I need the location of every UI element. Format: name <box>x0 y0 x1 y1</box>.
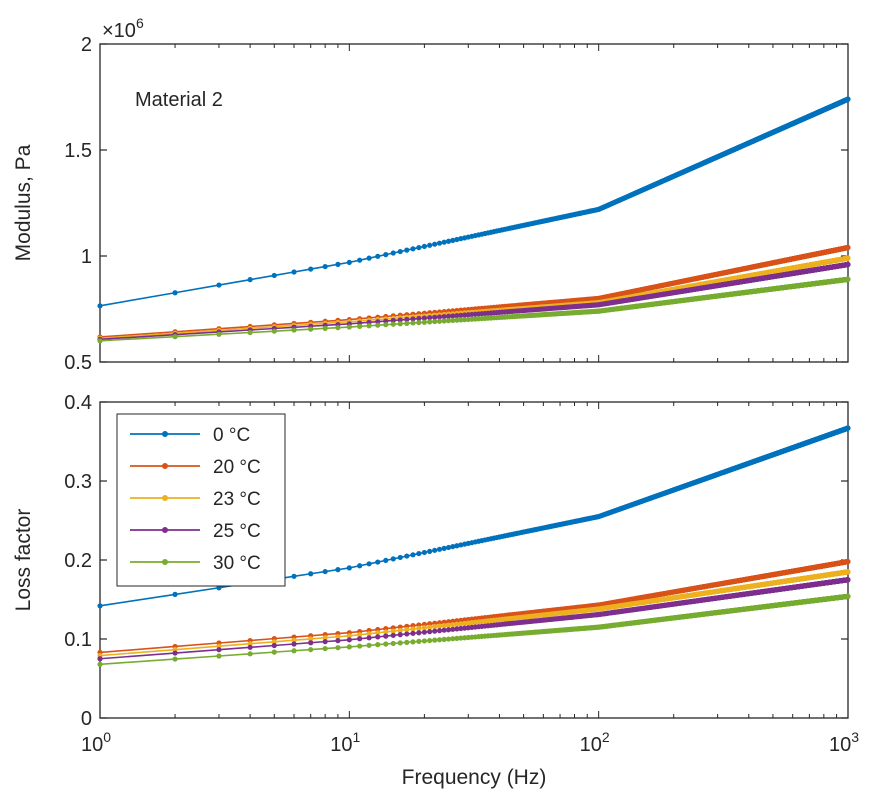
top-data-point <box>271 328 277 334</box>
top-data-point <box>410 320 416 326</box>
top-data-point <box>308 326 314 332</box>
top-data-point <box>308 266 314 272</box>
top-panel: 0.511.52 ×106 Material 2 Modulus, Pa <box>12 15 851 374</box>
top-data-point <box>247 277 253 283</box>
top-data-point <box>432 318 438 325</box>
top-data-point <box>404 247 410 253</box>
top-data-point <box>322 325 328 331</box>
top-data-point <box>436 240 443 246</box>
top-data-point <box>216 331 222 337</box>
top-y-tick-label: 1.5 <box>64 140 92 162</box>
top-data-point <box>441 239 447 245</box>
top-data-point <box>271 272 277 279</box>
top-data-point <box>172 290 178 296</box>
top-data-point <box>845 244 851 251</box>
top-data-point <box>454 236 460 243</box>
top-data-point <box>845 255 851 261</box>
top-data-point <box>427 242 433 248</box>
top-data-point <box>397 321 403 327</box>
top-data-point <box>445 238 452 244</box>
top-data-point <box>404 320 410 326</box>
top-data-point <box>375 322 381 328</box>
top-data-point <box>421 243 427 250</box>
top-data-point <box>390 250 396 256</box>
top-data-point <box>845 96 851 102</box>
top-data-point <box>845 261 851 268</box>
top-data-point <box>366 323 372 329</box>
top-x-ticks <box>99 44 838 362</box>
top-data-point <box>357 257 363 263</box>
top-data-point <box>247 329 253 336</box>
top-data-point <box>450 237 456 243</box>
top-data-point <box>421 319 427 325</box>
top-data-point <box>366 255 372 261</box>
top-data-point <box>346 259 352 265</box>
top-data-point <box>436 318 443 324</box>
top-y-ticks: 0.5 1 1.5 2 <box>64 34 848 374</box>
top-data-point <box>346 324 352 330</box>
top-data-point <box>383 322 389 328</box>
top-data-point <box>397 248 403 255</box>
top-y-tick-label: 0.5 <box>64 352 92 374</box>
top-data-point <box>172 334 178 340</box>
top-data-point <box>427 319 433 325</box>
top-data-point <box>416 319 422 326</box>
top-data-point <box>375 253 381 259</box>
top-y-tick-label: 1 <box>81 246 92 268</box>
top-data-point <box>97 303 103 309</box>
top-y-tick-label: 2 <box>81 34 92 56</box>
top-series-0c <box>97 96 851 309</box>
top-data-point <box>335 325 341 331</box>
top-data-point <box>410 246 416 252</box>
top-data-point <box>441 318 447 324</box>
top-series-group <box>97 96 851 344</box>
top-data-point <box>322 263 328 270</box>
top-data-point <box>416 244 422 251</box>
top-data-point <box>335 261 341 267</box>
top-data-point <box>390 321 396 327</box>
top-data-point <box>291 269 297 275</box>
top-data-point <box>216 282 222 288</box>
top-data-point <box>357 323 363 329</box>
top-data-point <box>97 338 103 344</box>
top-data-point <box>383 252 389 258</box>
top-data-point <box>432 241 438 247</box>
top-data-point <box>291 327 297 333</box>
